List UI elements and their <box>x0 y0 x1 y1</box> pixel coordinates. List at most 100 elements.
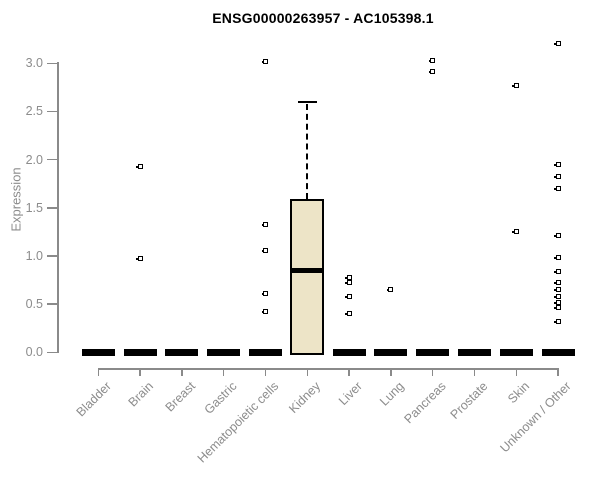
flat-boxplot-bar <box>332 349 366 356</box>
outlier-point-nub <box>554 176 557 179</box>
outlier-point <box>554 233 561 239</box>
chart-title: ENSG00000263957 - AC105398.1 <box>212 10 434 26</box>
outlier-point-nub <box>554 163 557 166</box>
flat-boxplot-bar <box>541 349 575 356</box>
outlier-point <box>512 229 519 235</box>
flat-boxplot-bar <box>499 349 533 356</box>
x-axis-tick <box>390 368 392 376</box>
outlier-point <box>261 247 268 253</box>
x-axis-tick <box>181 368 183 376</box>
x-tick-label: Breast <box>162 379 198 415</box>
y-axis-tick <box>47 303 57 305</box>
outlier-point <box>386 287 394 293</box>
outlier-point-nub <box>554 301 557 304</box>
x-tick-label: Skin <box>505 379 533 407</box>
x-axis-tick <box>431 368 434 376</box>
y-axis-line <box>57 62 59 354</box>
y-tick-label: 1.0 <box>25 248 43 263</box>
x-axis-tick <box>222 368 225 376</box>
x-tick-label: Gastric <box>201 379 240 417</box>
outlier-point <box>554 280 561 286</box>
outlier-point-nub <box>261 293 264 296</box>
outlier-point <box>428 69 436 75</box>
y-axis-tick <box>47 207 57 209</box>
outlier-point <box>554 174 561 180</box>
x-tick-label: Kidney <box>286 379 324 416</box>
flat-boxplot-bar <box>374 349 408 356</box>
outlier-point <box>261 291 268 297</box>
outlier-point <box>554 293 561 299</box>
outlier-point-nub <box>345 276 348 279</box>
outlier-point <box>554 287 561 293</box>
outlier-point-nub <box>428 59 432 62</box>
outlier-point-nub <box>261 311 264 314</box>
outlier-point-nub <box>345 282 348 285</box>
median-line <box>290 267 325 273</box>
y-tick-label: 2.0 <box>25 152 43 167</box>
outlier-point-nub <box>554 295 557 298</box>
x-tick-label: Prostate <box>447 379 491 422</box>
y-axis-tick <box>47 62 57 65</box>
x-axis-tick <box>348 368 350 376</box>
outlier-point <box>261 221 268 227</box>
flat-boxplot-bar <box>458 349 491 356</box>
outlier-point-nub <box>554 42 557 45</box>
outlier-point <box>554 40 561 46</box>
x-axis-tick <box>557 368 559 376</box>
outlier-point <box>261 58 268 64</box>
whisker-line <box>306 103 309 200</box>
outlier-point-nub <box>386 289 390 292</box>
outlier-point <box>554 305 561 311</box>
outlier-point-nub <box>554 235 557 238</box>
outlier-point <box>428 57 436 63</box>
flat-boxplot-bar <box>416 349 450 356</box>
outlier-point <box>136 256 143 262</box>
outlier-point <box>554 186 561 192</box>
y-axis-tick <box>47 158 57 161</box>
flat-boxplot-bar <box>207 349 241 356</box>
outlier-point <box>345 280 352 286</box>
boxplot-box <box>290 199 325 356</box>
y-tick-label: 1.5 <box>25 200 43 215</box>
y-tick-label: 2.5 <box>25 104 43 119</box>
x-axis-line <box>97 368 559 370</box>
x-tick-label: Hematopoietic cells <box>194 379 282 466</box>
x-tick-label: Lung <box>377 379 407 409</box>
outlier-point <box>345 311 352 317</box>
outlier-point-nub <box>261 223 264 226</box>
outlier-point-nub <box>554 289 557 292</box>
x-axis-tick <box>97 368 100 376</box>
y-tick-label: 3.0 <box>25 56 43 71</box>
x-axis-tick <box>306 368 309 376</box>
x-tick-label: Pancreas <box>401 379 449 427</box>
x-tick-label: Bladder <box>73 379 115 420</box>
outlier-point <box>554 318 561 324</box>
outlier-point-nub <box>261 60 264 63</box>
outlier-point <box>136 163 143 169</box>
y-tick-label: 0.5 <box>25 297 43 312</box>
outlier-point-nub <box>512 231 515 234</box>
outlier-point <box>554 268 561 274</box>
x-axis-tick <box>473 368 476 376</box>
outlier-point-nub <box>554 188 557 191</box>
outlier-point <box>554 161 561 167</box>
outlier-point-nub <box>554 307 557 310</box>
outlier-point-nub <box>554 270 557 273</box>
outlier-point-nub <box>261 249 264 252</box>
flat-boxplot-bar <box>123 349 157 356</box>
outlier-point-nub <box>554 320 557 323</box>
flat-boxplot-bar <box>249 349 282 356</box>
x-axis-tick <box>264 368 267 376</box>
y-axis-tick <box>47 351 57 354</box>
outlier-point <box>512 82 519 88</box>
y-axis-tick <box>47 110 57 113</box>
x-tick-label: Brain <box>125 379 157 410</box>
x-tick-label: Liver <box>335 379 366 409</box>
outlier-point <box>345 293 352 299</box>
outlier-point-nub <box>554 282 557 285</box>
outlier-point <box>261 309 268 315</box>
outlier-point-nub <box>554 257 557 260</box>
x-axis-tick <box>515 368 518 376</box>
flat-boxplot-bar <box>165 349 199 356</box>
